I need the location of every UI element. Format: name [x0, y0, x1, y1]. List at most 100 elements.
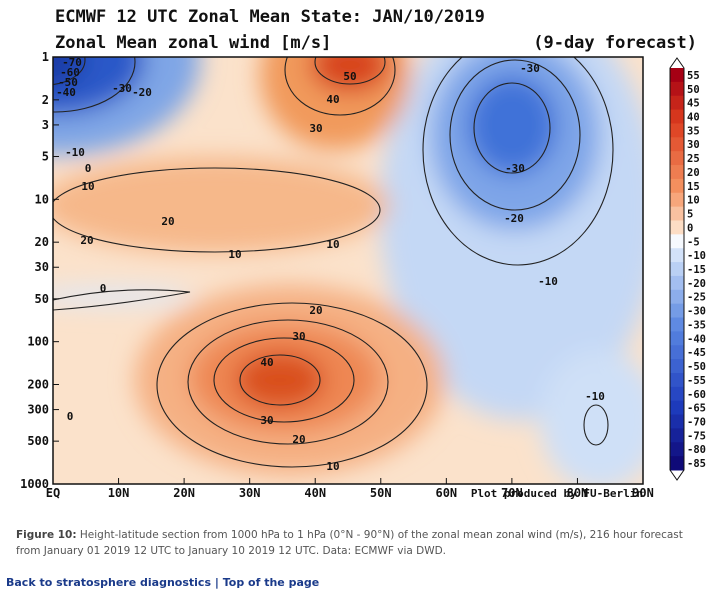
y-tick-label: 100 [27, 335, 49, 349]
colorbar-cell [670, 331, 684, 346]
colorbar-label: -25 [687, 292, 706, 304]
y-tick-label: 200 [27, 378, 49, 392]
y-tick-label: 1 [42, 50, 49, 64]
contour-label: 20 [292, 433, 305, 446]
field [53, 57, 643, 484]
colorbar-cell [670, 359, 684, 374]
contour-label: -30 [112, 82, 132, 95]
colorbar-label: -85 [687, 458, 706, 470]
colorbar-cell [670, 81, 684, 97]
colorbar-cell [670, 248, 684, 263]
colorbar-label: -15 [687, 264, 706, 276]
colorbar-label: -70 [687, 416, 706, 428]
x-tick-label: 20N [173, 486, 195, 500]
contour-label: 40 [260, 356, 273, 369]
colorbar-label: -75 [687, 430, 706, 442]
caption-text: Height-latitude section from 1000 hPa to… [16, 529, 683, 557]
y-tick-label: 1000 [20, 477, 49, 491]
colorbar-cell [670, 372, 684, 388]
x-tick-label: EQ [46, 486, 60, 500]
top-link[interactable]: Top of the page [222, 576, 320, 589]
contour-label: 0 [100, 282, 107, 295]
colorbar-cell [670, 303, 684, 319]
colorbar-label: -80 [687, 444, 706, 456]
contour-label: -60 [60, 66, 80, 79]
colorbar-label: -60 [687, 389, 706, 401]
colorbar-cell [670, 220, 684, 235]
colorbar-label: 15 [687, 181, 700, 193]
colorbar-cell [670, 192, 684, 208]
colorbar-label: 45 [687, 98, 700, 110]
contour-label: -10 [585, 390, 605, 403]
contour-label: -10 [65, 146, 85, 159]
y-tick-label: 2 [42, 93, 49, 107]
colorbar-label: -50 [687, 361, 706, 373]
y-tick-label: 300 [27, 403, 49, 417]
contour-label: -20 [132, 86, 152, 99]
credit: Plot produced by FU-Berlin [471, 487, 643, 500]
colorbar-cell [670, 345, 684, 360]
colorbar-label: -40 [687, 333, 706, 345]
contour-label: 30 [292, 330, 305, 343]
colorbar-cell [670, 414, 684, 429]
links: Back to stratosphere diagnostics | Top o… [6, 576, 319, 589]
colorbar-cell [670, 386, 684, 402]
contour-label: 10 [81, 180, 94, 193]
colorbar-cell [670, 178, 684, 194]
colorbar-cell [670, 137, 684, 152]
colorbar-cell [670, 151, 684, 166]
x-tick-label: 60N [435, 486, 457, 500]
contour-label: 20 [309, 304, 322, 317]
colorbar-cell [670, 317, 684, 332]
colorbar-label: 25 [687, 153, 700, 165]
colorbar-cell [670, 68, 684, 83]
colorbar-cell [670, 289, 684, 305]
colorbar-cell [670, 234, 684, 249]
y-tick-label: 10 [35, 192, 49, 206]
contour-label: 40 [326, 93, 339, 106]
colorbar-cell [670, 275, 684, 291]
contour-label: -40 [56, 86, 76, 99]
contour-label: 10 [326, 238, 339, 251]
y-tick-label: 500 [27, 434, 49, 448]
x-tick-label: 50N [370, 486, 392, 500]
back-link[interactable]: Back to stratosphere diagnostics [6, 576, 211, 589]
colorbar-cell [670, 400, 684, 416]
figure: ECMWF 12 UTC Zonal Mean State: JAN/10/20… [20, 7, 706, 500]
forecast: (9-day forecast) [533, 33, 697, 53]
colorbar-label: 40 [687, 112, 700, 124]
colorbar-cell [670, 165, 684, 180]
contour-label: 20 [80, 234, 93, 247]
contour-label: -70 [62, 56, 82, 69]
x-tick-label: 40N [304, 486, 326, 500]
colorbar-label: 35 [687, 125, 700, 137]
plot-frame [52, 56, 644, 485]
colorbar-cell [670, 109, 684, 124]
colorbar-label: 0 [687, 222, 693, 234]
colorbar-label: 30 [687, 139, 700, 151]
colorbar-label: -65 [687, 403, 706, 415]
contour-label: 30 [260, 414, 273, 427]
x-tick-label: 80N [567, 486, 589, 500]
colorbar-label: -55 [687, 375, 706, 387]
colorbar-label: -5 [687, 236, 700, 248]
contour-label: -20 [504, 212, 524, 225]
contour-label: -30 [505, 162, 525, 175]
caption-label: Figure 10: [16, 529, 77, 541]
colorbar-label: -35 [687, 319, 706, 331]
colorbar-cell [670, 428, 684, 443]
colorbar-label: 50 [687, 84, 700, 96]
subtitle: Zonal Mean zonal wind [m/s] [55, 33, 331, 53]
x-tick-label: 90N [632, 486, 654, 500]
colorbar-label: 20 [687, 167, 700, 179]
y-tick-label: 5 [42, 149, 49, 163]
contour-label: 30 [309, 122, 322, 135]
x-tick-label: 10N [108, 486, 130, 500]
colorbar-frame [669, 57, 685, 481]
contour-label: 20 [161, 215, 174, 228]
x-tick-label: 70N [501, 486, 523, 500]
y-tick-label: 30 [35, 260, 49, 274]
x-tick-label: 30N [239, 486, 261, 500]
colorbar-cell [670, 206, 684, 221]
